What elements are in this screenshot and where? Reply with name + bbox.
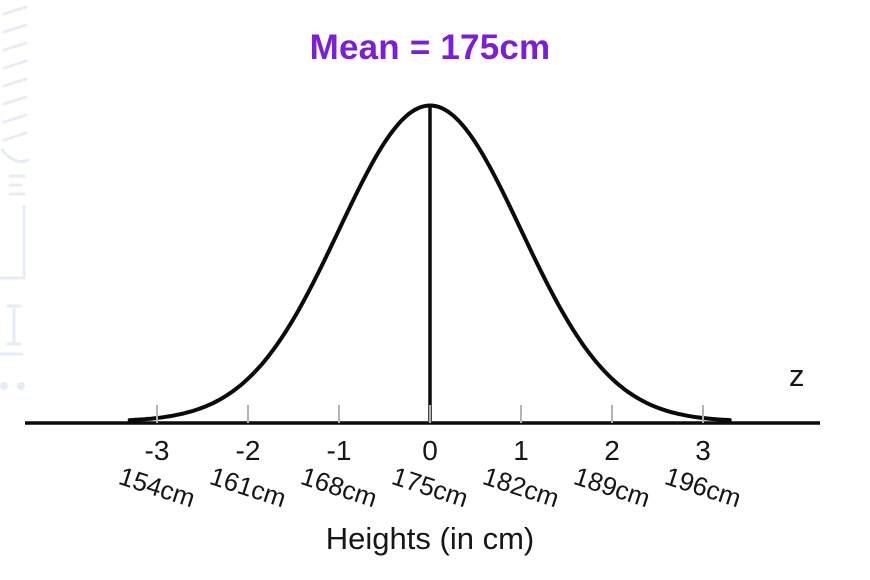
tick-label-group: -2 161cm bbox=[206, 435, 289, 513]
tick-label-group: -3 154cm bbox=[115, 435, 198, 513]
z-score-label: -2 bbox=[235, 435, 261, 466]
z-score-label: 1 bbox=[513, 435, 529, 466]
tick-label-group: 1 182cm bbox=[479, 435, 562, 513]
tick-label-group: 2 189cm bbox=[570, 435, 653, 513]
axis-ticks bbox=[156, 405, 704, 423]
z-axis-label: z bbox=[789, 358, 805, 393]
z-score-label: -3 bbox=[144, 435, 170, 466]
tick-label-group: 0 175cm bbox=[388, 435, 471, 513]
chart-title: Mean = 175cm bbox=[309, 28, 551, 67]
z-score-label: -1 bbox=[326, 435, 352, 466]
x-axis-title: Heights (in cm) bbox=[325, 521, 535, 556]
z-score-label: 2 bbox=[604, 435, 620, 466]
z-score-label: 0 bbox=[422, 435, 438, 466]
tick-label-group: 3 196cm bbox=[661, 435, 744, 513]
z-score-label: 3 bbox=[695, 435, 711, 466]
bell-curve bbox=[127, 103, 732, 423]
tick-label-group: -1 168cm bbox=[297, 435, 380, 513]
watermark-decoration bbox=[0, 5, 30, 390]
